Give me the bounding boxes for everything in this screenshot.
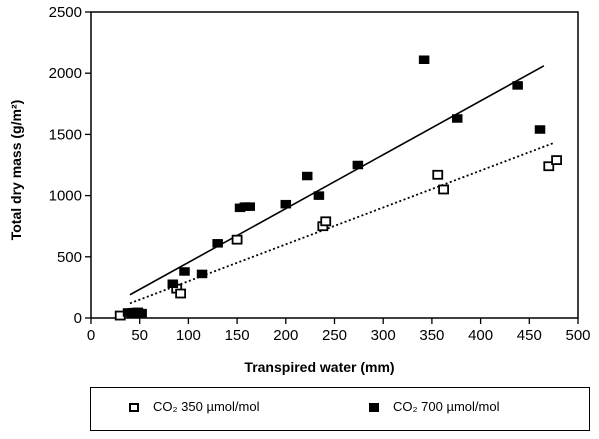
- point-open-square: [175, 288, 187, 299]
- trendline-0: [129, 142, 554, 305]
- point-filled-square: [534, 125, 546, 134]
- y-tick-label: 500: [57, 249, 82, 266]
- x-tick-label: 200: [273, 327, 298, 344]
- legend-item-350: CO₂ 350 µmol/mol: [129, 399, 259, 414]
- point-filled-square: [167, 279, 179, 288]
- legend-label-350: CO₂ 350 µmol/mol: [153, 399, 260, 414]
- point-open-square: [231, 234, 243, 245]
- x-tick-label: 400: [468, 327, 493, 344]
- y-tick-label: 0: [74, 310, 82, 327]
- x-tick-label: 150: [225, 327, 250, 344]
- point-filled-square: [418, 55, 430, 64]
- point-filled-square: [212, 239, 223, 248]
- legend-label-700: CO₂ 700 µmol/mol: [393, 399, 500, 414]
- y-axis: 0 500 1000 1500 2000 2500: [49, 4, 91, 327]
- point-open-square: [551, 155, 562, 166]
- filled-square-icon: [369, 403, 379, 413]
- point-filled-square: [136, 308, 147, 318]
- x-tick-label: 0: [87, 327, 95, 344]
- x-tick-label: 250: [322, 327, 347, 344]
- y-tick-label: 1500: [49, 126, 82, 143]
- trendlines: [129, 65, 554, 305]
- y-tick-label: 1000: [49, 188, 82, 205]
- legend: CO₂ 350 µmol/mol CO₂ 700 µmol/mol: [90, 387, 590, 431]
- plot-border: [90, 11, 579, 319]
- x-tick-label: 350: [419, 327, 444, 344]
- y-tick-label: 2500: [49, 4, 82, 21]
- point-filled-square: [352, 160, 364, 170]
- x-tick-label: 50: [131, 327, 148, 344]
- data-points: [114, 55, 562, 321]
- legend-item-700: CO₂ 700 µmol/mol: [369, 399, 499, 414]
- open-square-icon: [129, 403, 139, 413]
- point-filled-square: [451, 114, 463, 123]
- y-axis-title: Total dry mass (g/m²): [8, 100, 24, 241]
- x-tick-label: 450: [517, 327, 542, 344]
- x-tick-label: 300: [371, 327, 396, 344]
- point-filled-square: [179, 267, 190, 276]
- point-open-square: [432, 169, 444, 180]
- point-filled-square: [280, 199, 292, 209]
- trendline-1: [129, 65, 545, 296]
- x-axis-title: Transpired water (mm): [244, 359, 394, 375]
- point-filled-square: [196, 269, 208, 279]
- point-filled-square: [301, 171, 313, 181]
- plot-frame: [90, 11, 579, 319]
- point-open-square: [543, 161, 555, 172]
- x-tick-label: 500: [565, 327, 590, 344]
- point-open-square: [320, 216, 332, 227]
- point-filled-square: [313, 191, 325, 200]
- y-tick-label: 2000: [49, 65, 82, 82]
- x-tick-label: 100: [176, 327, 201, 344]
- point-open-square: [438, 184, 449, 195]
- point-filled-square: [512, 81, 523, 90]
- point-filled-square: [244, 202, 256, 211]
- scatter-chart: 0 50 100 150 200 250 300 350 400 450 500 0 500 1000 1…: [8, 4, 591, 375]
- x-axis: 0 50 100 150 200 250 300 350 400 450 500: [87, 318, 591, 344]
